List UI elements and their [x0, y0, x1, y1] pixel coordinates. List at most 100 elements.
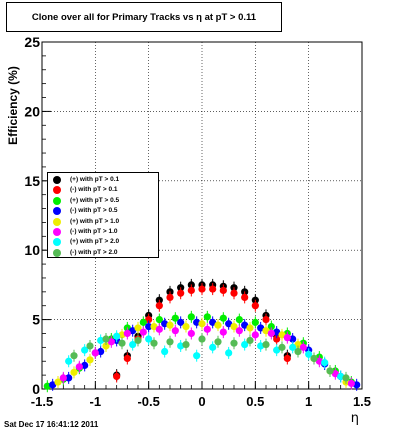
legend-marker [53, 217, 61, 226]
data-point [123, 354, 131, 363]
data-point [262, 327, 270, 335]
legend-label: (-) with pT > 1.0 [70, 228, 118, 235]
data-point [251, 302, 259, 310]
y-tick-label: 5 [32, 312, 40, 328]
data-point [262, 316, 270, 324]
legend-marker [53, 228, 61, 236]
legend-entry: (-) with pT > 0.1 [48, 185, 158, 195]
legend-label: (+) with pT > 2.0 [70, 238, 120, 246]
legend-label: (-) with pT > 0.1 [70, 186, 118, 194]
data-point [209, 318, 217, 326]
data-point [198, 335, 206, 343]
data-point [150, 322, 158, 331]
data-point [209, 343, 217, 351]
data-point [209, 285, 217, 293]
data-point [123, 329, 131, 338]
x-axis-label: η [351, 411, 359, 426]
legend-marker [53, 207, 61, 216]
data-point [262, 340, 270, 349]
data-point [251, 318, 259, 326]
data-point [187, 313, 195, 321]
data-point [235, 327, 243, 335]
timestamp: Sat Dec 17 16:41:12 2011 [4, 420, 99, 429]
data-point [113, 372, 121, 381]
data-point [145, 335, 153, 343]
data-point [91, 349, 99, 357]
data-point [177, 289, 185, 297]
legend: (+) with pT > 0.1 (-) with pT > 0.1 (+) wi… [47, 172, 159, 258]
data-point [166, 338, 174, 346]
x-tick-label: -0.5 [137, 394, 159, 409]
y-tick-label: 25 [24, 34, 40, 50]
data-point [219, 328, 227, 336]
data-point [214, 338, 222, 346]
data-point [273, 335, 281, 343]
data-point [198, 285, 206, 293]
legend-entry: (+) with pT > 1.0 [48, 217, 158, 227]
data-point [134, 324, 142, 332]
data-point [225, 320, 233, 328]
data-point [230, 339, 238, 347]
data-point [161, 347, 169, 356]
legend-entry: (+) with pT > 0.1 [48, 175, 158, 185]
data-point [347, 379, 355, 388]
data-point [70, 352, 78, 360]
data-point [65, 357, 73, 365]
data-point [305, 350, 313, 358]
data-point [118, 339, 126, 347]
data-point [187, 286, 195, 295]
data-point [139, 328, 147, 336]
legend-marker [53, 186, 61, 195]
data-point [273, 346, 281, 354]
data-point [107, 338, 115, 346]
legend-entry: (+) with pT > 0.5 [48, 196, 158, 206]
data-point [193, 352, 201, 360]
data-point [246, 324, 254, 332]
data-point [155, 316, 163, 324]
x-tick-label: 0 [198, 394, 205, 409]
legend-entry: (-) with pT > 0.5 [48, 206, 158, 216]
data-point [219, 286, 227, 295]
chart-title: Clone over all for Primary Tracks vs η a… [31, 12, 257, 23]
data-point [171, 314, 179, 322]
data-point [310, 354, 318, 363]
x-tick-label: -1.5 [31, 394, 53, 409]
data-point [54, 378, 62, 386]
data-point [203, 325, 211, 333]
x-tick-label: 1.5 [353, 394, 371, 409]
title-box: Clone over all for Primary Tracks vs η a… [6, 2, 282, 32]
data-point [86, 342, 94, 350]
data-point [251, 331, 259, 339]
data-point [134, 336, 142, 345]
data-point [166, 293, 174, 301]
data-point [326, 367, 334, 375]
data-point [166, 321, 174, 329]
data-point [102, 335, 110, 343]
data-point [294, 340, 302, 349]
data-point [145, 316, 153, 324]
data-point [129, 340, 137, 349]
data-point [81, 346, 89, 354]
data-point [182, 322, 190, 331]
data-point [203, 313, 211, 321]
data-point [65, 374, 73, 382]
data-point [49, 381, 57, 389]
data-point [267, 322, 275, 331]
data-point [331, 370, 339, 378]
series-group [59, 323, 355, 390]
legend-marker [53, 238, 61, 247]
data-point [214, 321, 222, 329]
data-point [278, 331, 286, 339]
data-point [230, 289, 238, 297]
data-point [177, 318, 185, 326]
data-point [267, 329, 275, 338]
data-point [102, 342, 110, 350]
data-point [219, 314, 227, 322]
data-point [187, 329, 195, 338]
data-point [257, 324, 265, 332]
data-point [155, 325, 163, 333]
data-point [278, 343, 286, 351]
y-tick-label: 0 [32, 381, 40, 397]
data-point [283, 354, 291, 363]
